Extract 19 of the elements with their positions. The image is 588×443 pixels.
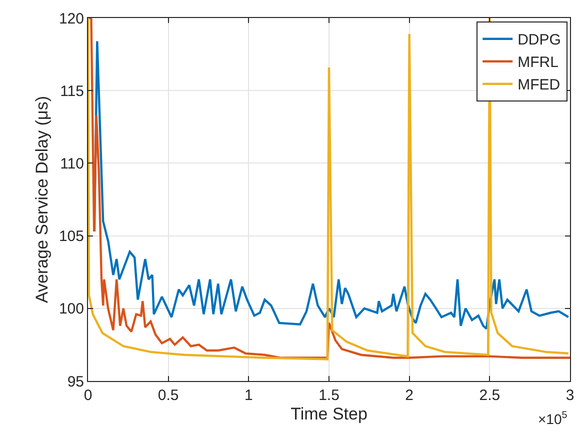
x-tick-label: 1	[244, 387, 253, 404]
y-tick-label: 100	[58, 300, 84, 318]
text: ×10$^{5}$	[538, 410, 568, 427]
x-tick-label: 2.5	[479, 387, 500, 404]
y-tick-label: 95	[67, 373, 84, 390]
y-tick-label: 120	[58, 10, 84, 28]
legend-label: DDPG	[518, 32, 561, 49]
legend-label: MFRL	[518, 54, 558, 72]
x-axis-title: Time Step	[290, 404, 368, 424]
x-tick-label: 0.5	[158, 387, 179, 404]
y-tick-label: 105	[58, 228, 84, 246]
x-tick-label: 1.5	[318, 387, 340, 404]
x-tick-label: 3	[566, 387, 574, 404]
y-axis-title: Average Service Delay (μs)	[32, 96, 52, 303]
x-tick-label: 2	[405, 387, 414, 404]
y-tick-label: 115	[60, 82, 84, 100]
y-tick-label: 110	[60, 155, 84, 172]
legend-label: MFED	[518, 76, 560, 94]
x-tick-label: 0	[84, 387, 92, 404]
